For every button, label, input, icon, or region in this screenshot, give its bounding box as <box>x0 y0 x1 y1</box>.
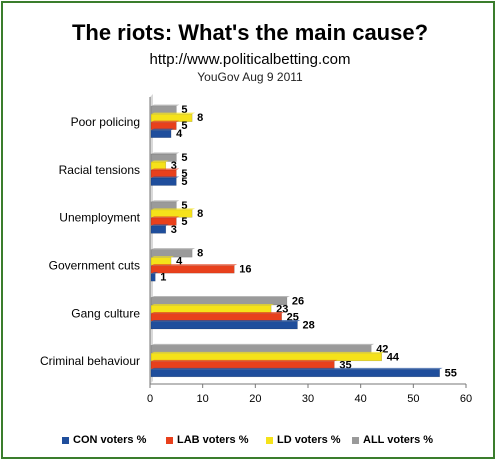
bar-top-face <box>151 120 180 123</box>
legend-item-all-voters: ALL voters % <box>352 434 433 446</box>
x-tick-label: 10 <box>197 393 209 405</box>
bar-top-face <box>151 200 180 202</box>
legend-item-ld-voters: LD voters % <box>266 434 341 446</box>
bar-top-face <box>151 168 180 170</box>
bar-unemployment-all-voters <box>150 201 177 210</box>
x-tick-label: 30 <box>302 393 314 405</box>
bar-top-face <box>151 176 180 178</box>
bar-top-face <box>151 343 375 346</box>
bar-top-face <box>151 224 169 226</box>
data-label-criminal-behaviour-con-voters: 55 <box>445 367 457 379</box>
category-label-criminal-behaviour: Criminal behaviour <box>40 354 140 368</box>
bar-poor-policing-lab-voters <box>150 121 177 130</box>
legend-label: LAB voters % <box>177 434 249 446</box>
category-label-unemployment: Unemployment <box>59 211 140 225</box>
bar-poor-policing-all-voters <box>150 105 177 114</box>
category-label-government-cuts: Government cuts <box>49 258 140 272</box>
chart-subtitle-url: http://www.politicalbetting.com <box>149 51 351 68</box>
legend-label: CON voters % <box>73 434 147 446</box>
bar-gang-culture-ld-voters <box>150 305 272 314</box>
bar-top-face <box>151 112 196 115</box>
bar-government-cuts-ld-voters <box>150 257 172 266</box>
data-label-poor-policing-all-voters: 5 <box>181 104 187 116</box>
data-label-government-cuts-con-voters: 1 <box>160 272 166 284</box>
bar-top-face <box>151 160 169 162</box>
bar-top-face <box>151 256 175 258</box>
bar-gang-culture-all-voters <box>150 297 288 306</box>
x-tick-label: 40 <box>355 393 367 405</box>
data-label-criminal-behaviour-ld-voters: 44 <box>387 351 400 363</box>
data-label-poor-policing-lab-voters: 5 <box>181 120 187 132</box>
bar-top-face <box>151 208 196 210</box>
bar-top-face <box>151 296 290 298</box>
data-label-poor-policing-ld-voters: 8 <box>197 112 203 124</box>
bar-poor-policing-con-voters <box>150 129 172 138</box>
bar-top-face <box>151 248 196 250</box>
bar-criminal-behaviour-lab-voters <box>150 361 335 370</box>
legend-swatch <box>266 436 273 444</box>
bar-racial-tensions-ld-voters <box>150 161 167 170</box>
bar-top-face <box>151 367 443 370</box>
bar-top-face <box>151 128 175 131</box>
x-tick-label: 0 <box>147 393 153 405</box>
data-label-unemployment-con-voters: 3 <box>171 224 177 236</box>
data-label-poor-policing-con-voters: 4 <box>176 128 183 140</box>
data-label-government-cuts-lab-voters: 16 <box>239 264 251 276</box>
category-label-gang-culture: Gang culture <box>71 306 140 320</box>
data-label-racial-tensions-all-voters: 5 <box>181 152 187 164</box>
data-label-unemployment-all-voters: 5 <box>181 200 187 212</box>
bar-top-face <box>151 312 285 314</box>
bar-top-face <box>151 152 180 154</box>
data-label-gang-culture-all-voters: 26 <box>292 296 304 308</box>
x-tick-label: 60 <box>460 393 472 405</box>
bar-racial-tensions-con-voters <box>150 177 177 186</box>
data-label-government-cuts-ld-voters: 4 <box>176 256 183 268</box>
chart-legend: CON voters % LAB voters % LD voters % ALL v… <box>40 434 480 450</box>
category-label-racial-tensions: Racial tensions <box>59 163 140 177</box>
bar-top-face <box>151 216 180 218</box>
legend-item-con-voters: CON voters % <box>62 434 146 446</box>
bar-top-face <box>151 359 338 362</box>
data-label-government-cuts-all-voters: 8 <box>197 248 203 260</box>
legend-label: ALL voters % <box>363 434 434 446</box>
bar-top-face <box>151 104 180 107</box>
legend-item-lab-voters: LAB voters % <box>166 434 249 446</box>
legend-swatch <box>352 436 359 444</box>
data-label-racial-tensions-ld-voters: 3 <box>171 160 177 172</box>
chart-frame <box>1 1 495 459</box>
data-label-unemployment-lab-voters: 5 <box>181 216 187 228</box>
data-label-racial-tensions-lab-voters: 5 <box>181 168 187 180</box>
bar-top-face <box>151 320 301 322</box>
data-label-racial-tensions-con-voters: 5 <box>181 176 187 188</box>
bar-top-face <box>151 264 238 266</box>
x-tick-label: 50 <box>407 393 419 405</box>
bar-racial-tensions-lab-voters <box>150 169 177 178</box>
category-label-poor-policing: Poor policing <box>71 115 140 129</box>
bar-criminal-behaviour-all-voters <box>150 345 372 354</box>
data-label-unemployment-ld-voters: 8 <box>197 208 203 220</box>
bar-top-face <box>151 351 385 354</box>
legend-swatch <box>62 436 69 444</box>
bar-top-face <box>151 272 159 274</box>
data-label-gang-culture-con-voters: 28 <box>302 320 314 332</box>
bar-unemployment-con-voters <box>150 225 167 234</box>
x-tick-label: 20 <box>249 393 261 405</box>
chart-title: The riots: What's the main cause? <box>71 20 429 45</box>
legend-swatch <box>166 436 173 444</box>
legend-label: LD voters % <box>277 434 341 446</box>
bar-criminal-behaviour-con-voters <box>150 369 440 378</box>
bar-government-cuts-all-voters <box>150 249 193 258</box>
bar-top-face <box>151 304 275 306</box>
bar-government-cuts-con-voters <box>150 273 156 282</box>
bar-gang-culture-con-voters <box>150 321 298 330</box>
chart-source: YouGov Aug 9 2011 <box>197 70 303 84</box>
bar-gang-culture-lab-voters <box>150 313 282 322</box>
